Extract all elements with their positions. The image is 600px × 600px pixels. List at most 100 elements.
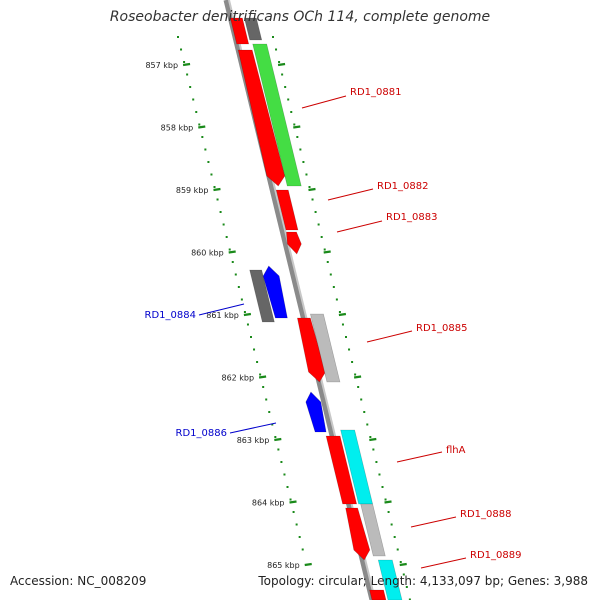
ruler-major-tick [198,125,206,129]
ruler-major-tick [228,250,236,254]
ruler-dot [216,198,219,201]
gene-label-rd1_0883[interactable]: RD1_0883 [386,212,437,223]
ruler-dot [311,198,314,201]
ruler-dot [201,136,204,138]
ruler-dot [289,498,292,501]
ruler-major-tick [323,250,331,254]
ruler-dot [302,161,305,163]
ruler-dot [314,211,317,213]
ruler-dot [345,336,347,338]
gene-block-red-flha [325,435,358,505]
ruler-dot [268,411,271,413]
ruler-dot [281,73,284,76]
ruler-dot [405,586,408,588]
ruler-dot [387,511,390,513]
ruler-dot [290,111,293,113]
ruler-tick-label: 863 kbp [237,436,270,445]
ruler-dot [360,398,363,401]
ruler-dot [357,386,360,388]
gene-leader-line [336,220,383,233]
ruler-dot [308,186,311,188]
ruler-dot [231,261,234,263]
ruler-dot [192,98,195,101]
ruler-dot [275,48,278,51]
gene-block-gray-top [243,17,263,41]
ruler-dot [329,273,332,276]
ruler-dot [243,311,246,313]
gene-label-rd1_0882[interactable]: RD1_0882 [377,181,428,192]
ruler-dot [408,598,411,600]
ruler-dot [317,223,320,226]
ruler-dot [271,423,274,426]
gene-block-red-0885 [297,317,326,383]
ruler-dot [228,248,231,251]
gene-label-rd1_0884[interactable]: RD1_0884 [145,310,196,321]
gene-block-gray-0888 [360,503,386,557]
ruler-major-tick [182,62,191,67]
ruler-dot [287,98,290,101]
ruler-dot [369,436,372,438]
ruler-dot [237,286,240,288]
gene-label-rd1_0889[interactable]: RD1_0889 [470,550,521,561]
ruler-tick-label: 864 kbp [252,499,285,508]
gene-block-red-bottom [369,589,387,600]
gene-leader-line [327,188,374,201]
gene-label-rd1_0881[interactable]: RD1_0881 [350,87,401,98]
ruler-major-tick [384,500,392,504]
ruler-dot [326,261,329,263]
ruler-tick-labels: 857 kbp 858 kbp 859 kbp 860 kbp 861 kbp 862 k… [145,61,299,570]
ruler-dot [265,398,268,401]
ruler-dot [320,236,323,238]
ruler-major-tick [399,562,407,567]
ruler-major-tick [213,187,221,192]
gene-leader-line [198,303,245,316]
ruler-dot [384,498,387,501]
gene-block-red-top [229,17,250,45]
ruler-major-tick [293,125,301,129]
ruler-major-tick [304,562,312,567]
ruler-dot [195,111,198,113]
gene-label-flha[interactable]: flhA [446,445,466,456]
ruler-dot [204,148,207,151]
ruler-dot [341,323,344,326]
ruler-major-tick [258,375,267,379]
left-ruler [177,36,312,567]
ruler-dot [354,373,357,376]
gene-leader-line [366,330,413,343]
ruler-dot [207,161,210,163]
gene-label-rd1_0888[interactable]: RD1_0888 [460,509,511,520]
ruler-dot [274,436,277,438]
ruler-tick-label: 862 kbp [221,374,254,383]
ruler-dot [381,486,384,488]
ruler-tick-label: 860 kbp [191,249,224,258]
ruler-tick-label: 865 kbp [267,561,300,570]
ruler-dot [375,461,378,463]
ruler-tick-label: 857 kbp [145,61,178,70]
ruler-dot [296,136,299,138]
gene-block-red-0888 [345,507,371,561]
gene-block-red-0882 [275,189,299,231]
right-ruler [272,36,411,600]
gene-label-group: RD1_0881 RD1_0882 RD1_0883 RD1_0884 RD1_0885… [145,87,521,569]
ruler-dot [189,86,192,88]
gene-block-green-0881 [252,43,302,187]
ruler-dot [283,473,286,476]
ruler-dot [186,73,189,76]
gene-label-rd1_0886[interactable]: RD1_0886 [176,428,227,439]
gene-leader-line [410,516,457,528]
ruler-dot [299,148,302,151]
ruler-dot [298,536,301,538]
ruler-dot [277,448,280,451]
ruler-dot [225,236,228,238]
ruler-dot [180,48,183,51]
gene-block-blue-0884 [262,265,288,319]
ruler-dot [286,486,289,488]
ruler-dot [323,248,326,251]
gene-leader-line [420,557,467,569]
ruler-dot [250,336,252,338]
ruler-major-tick [338,312,347,317]
gene-label-rd1_0885[interactable]: RD1_0885 [416,323,467,334]
gene-leader-line [301,95,347,109]
gene-block-red-0883 [286,231,302,255]
